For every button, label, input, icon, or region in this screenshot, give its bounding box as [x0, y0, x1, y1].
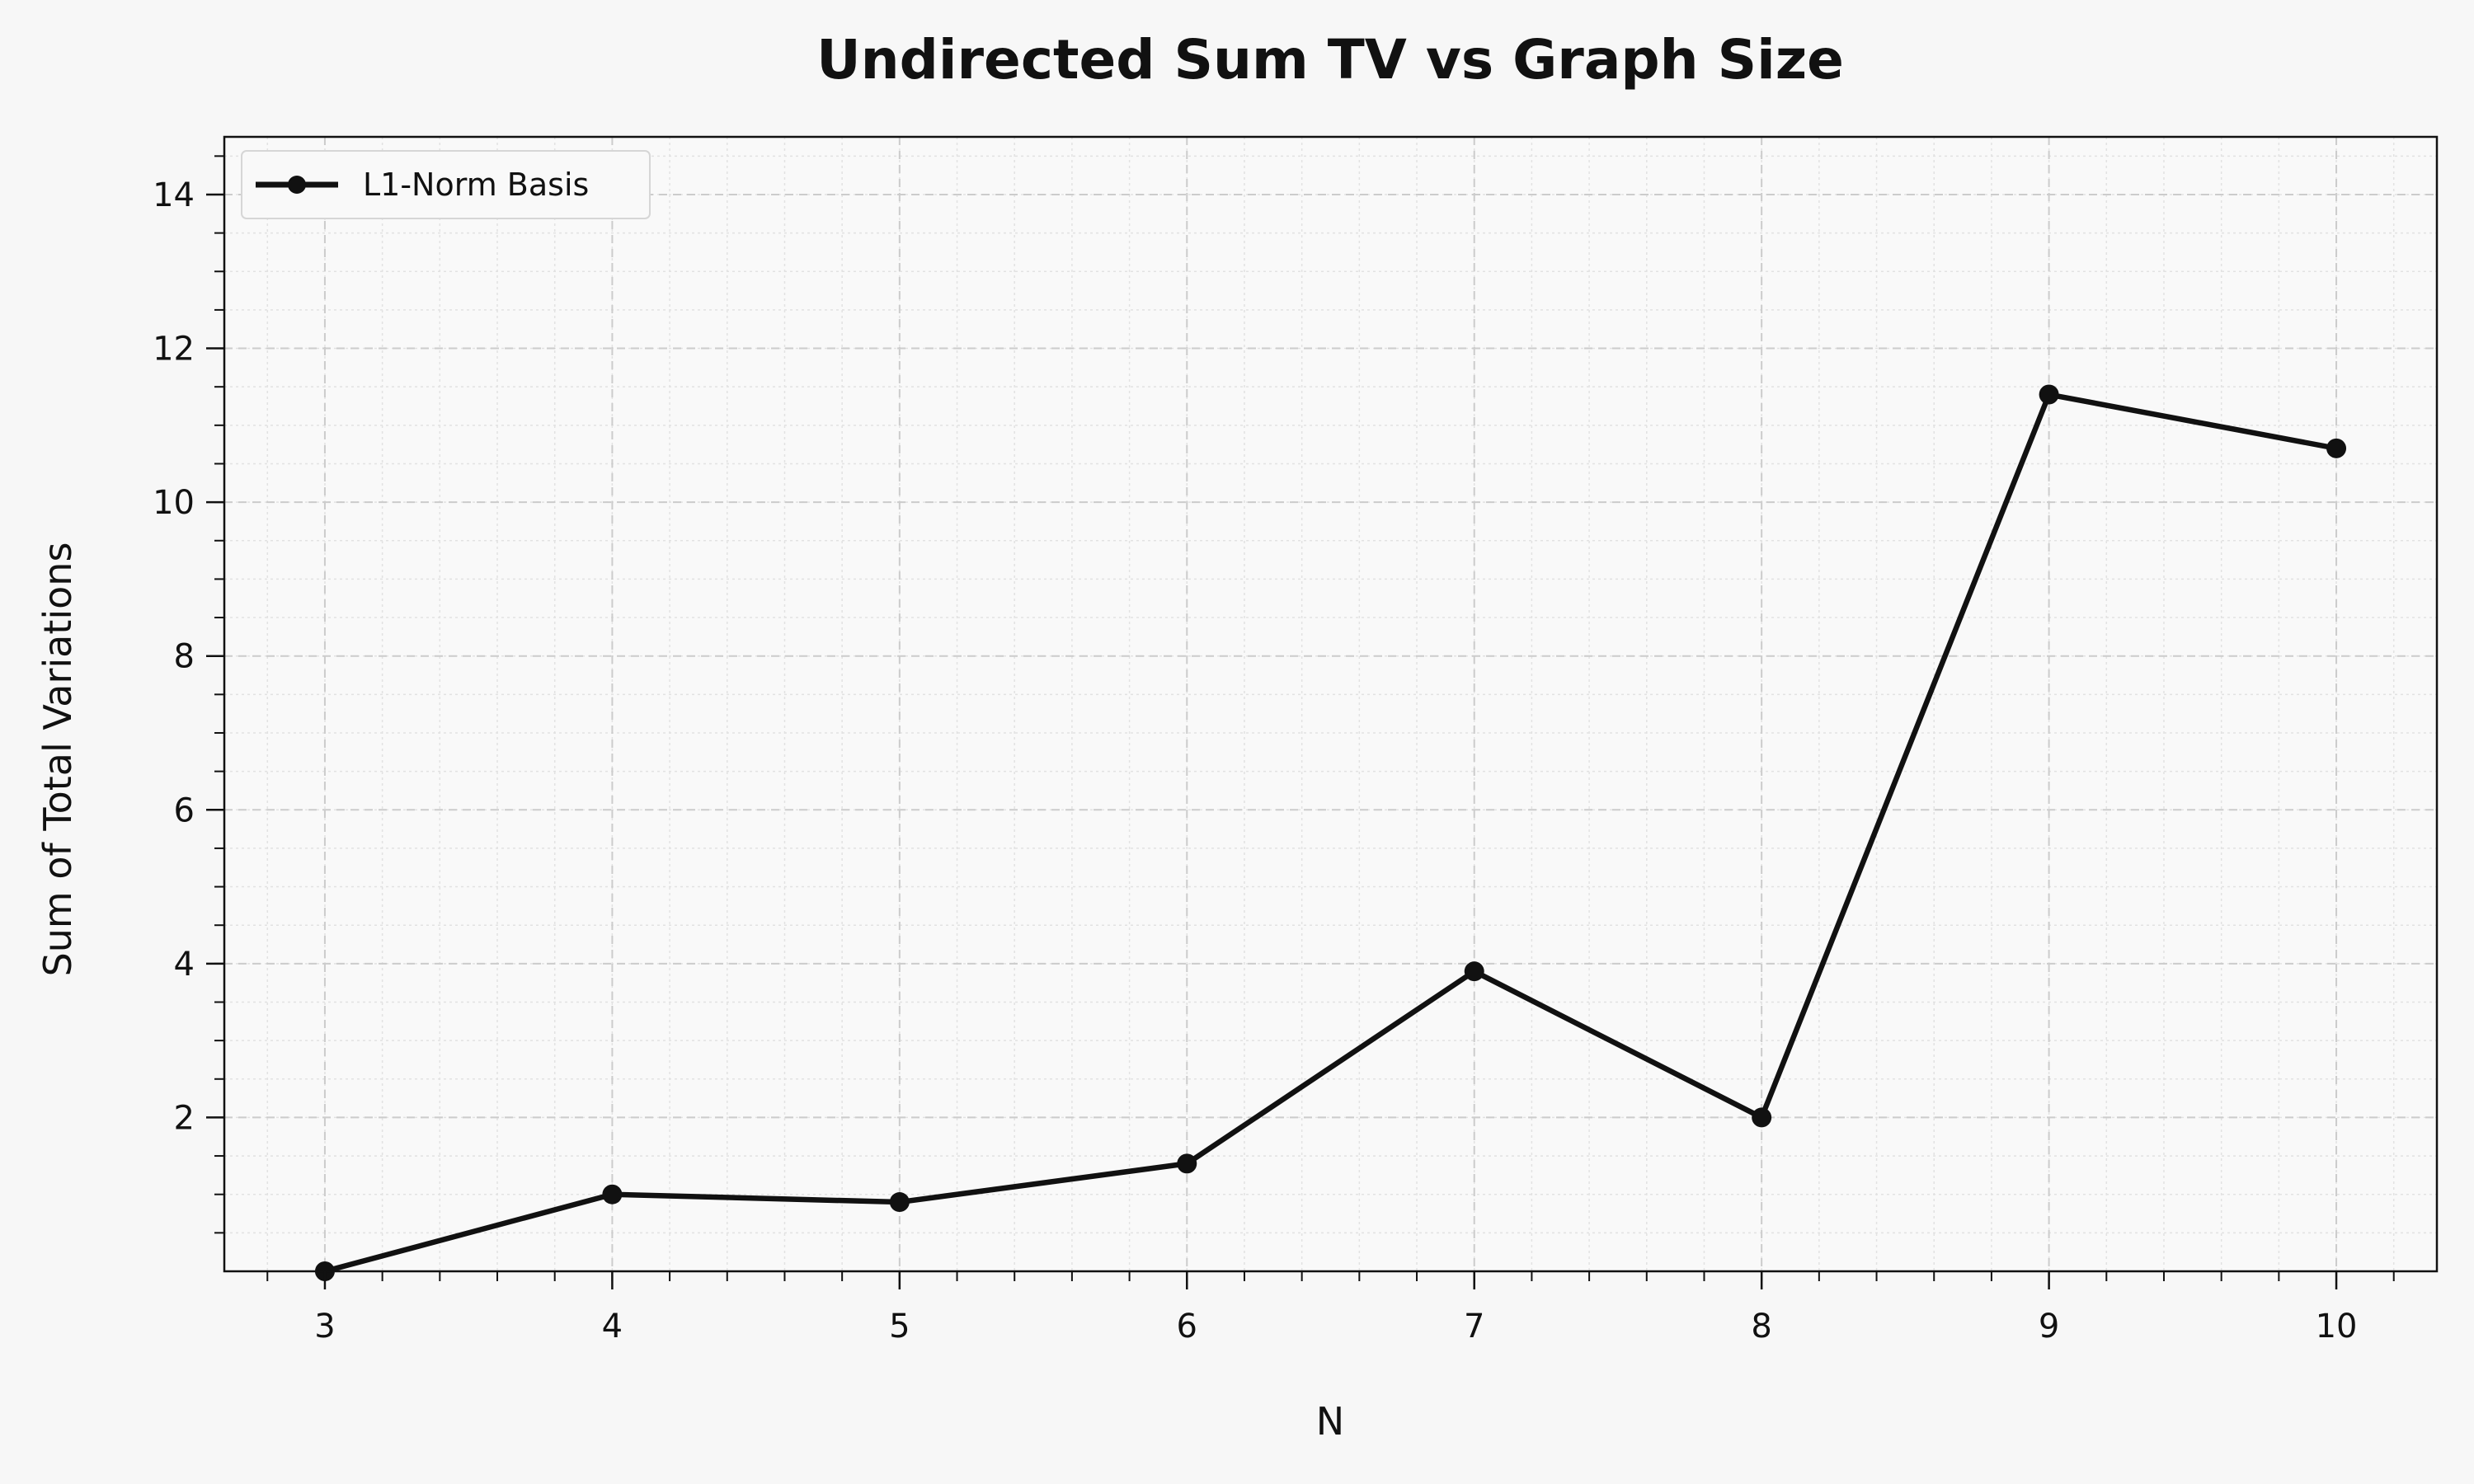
plot-area	[224, 137, 2437, 1271]
data-point	[2039, 384, 2059, 405]
x-tick-label: 10	[2316, 1308, 2358, 1345]
data-point	[1752, 1107, 1772, 1128]
x-axis-label: N	[1316, 1399, 1344, 1444]
x-tick-label: 4	[602, 1308, 623, 1345]
series-layer	[314, 384, 2347, 1281]
legend: L1-Norm Basis	[241, 150, 651, 219]
y-axis-label: Sum of Total Variations	[35, 542, 80, 977]
data-point	[889, 1192, 910, 1213]
data-point	[1464, 961, 1484, 982]
data-point	[1177, 1153, 1197, 1174]
x-tick-label: 5	[889, 1308, 910, 1345]
x-tick-label: 3	[314, 1308, 335, 1345]
y-tick-label: 12	[153, 331, 195, 369]
data-point	[602, 1184, 623, 1205]
y-tick-label: 14	[153, 176, 195, 214]
data-point	[2326, 438, 2347, 458]
x-tick-label: 9	[2039, 1308, 2059, 1345]
series-line	[322, 392, 2340, 1275]
x-tick-label: 6	[1177, 1308, 1197, 1345]
y-tick-label: 10	[153, 484, 195, 522]
y-tick-label: 6	[174, 791, 195, 829]
major-grid	[224, 137, 2437, 1271]
x-tick-label: 8	[1751, 1308, 1771, 1345]
y-tick-label: 4	[174, 946, 195, 984]
y-axis-ticks: 2 4 6 8 10 12 14	[153, 155, 224, 1234]
x-axis-ticks: 3 4 5 6 7 8 9 10	[266, 1271, 2395, 1345]
x-tick-label: 7	[1464, 1308, 1484, 1345]
legend-entry-label: L1-Norm Basis	[363, 167, 589, 203]
legend-marker-sample	[288, 176, 306, 194]
y-tick-label: 8	[174, 638, 195, 676]
chart-title: Undirected Sum TV vs Graph Size	[816, 28, 1844, 92]
plot-frame	[223, 135, 2439, 1273]
legend-box	[241, 150, 651, 219]
y-tick-label: 2	[174, 1099, 195, 1137]
